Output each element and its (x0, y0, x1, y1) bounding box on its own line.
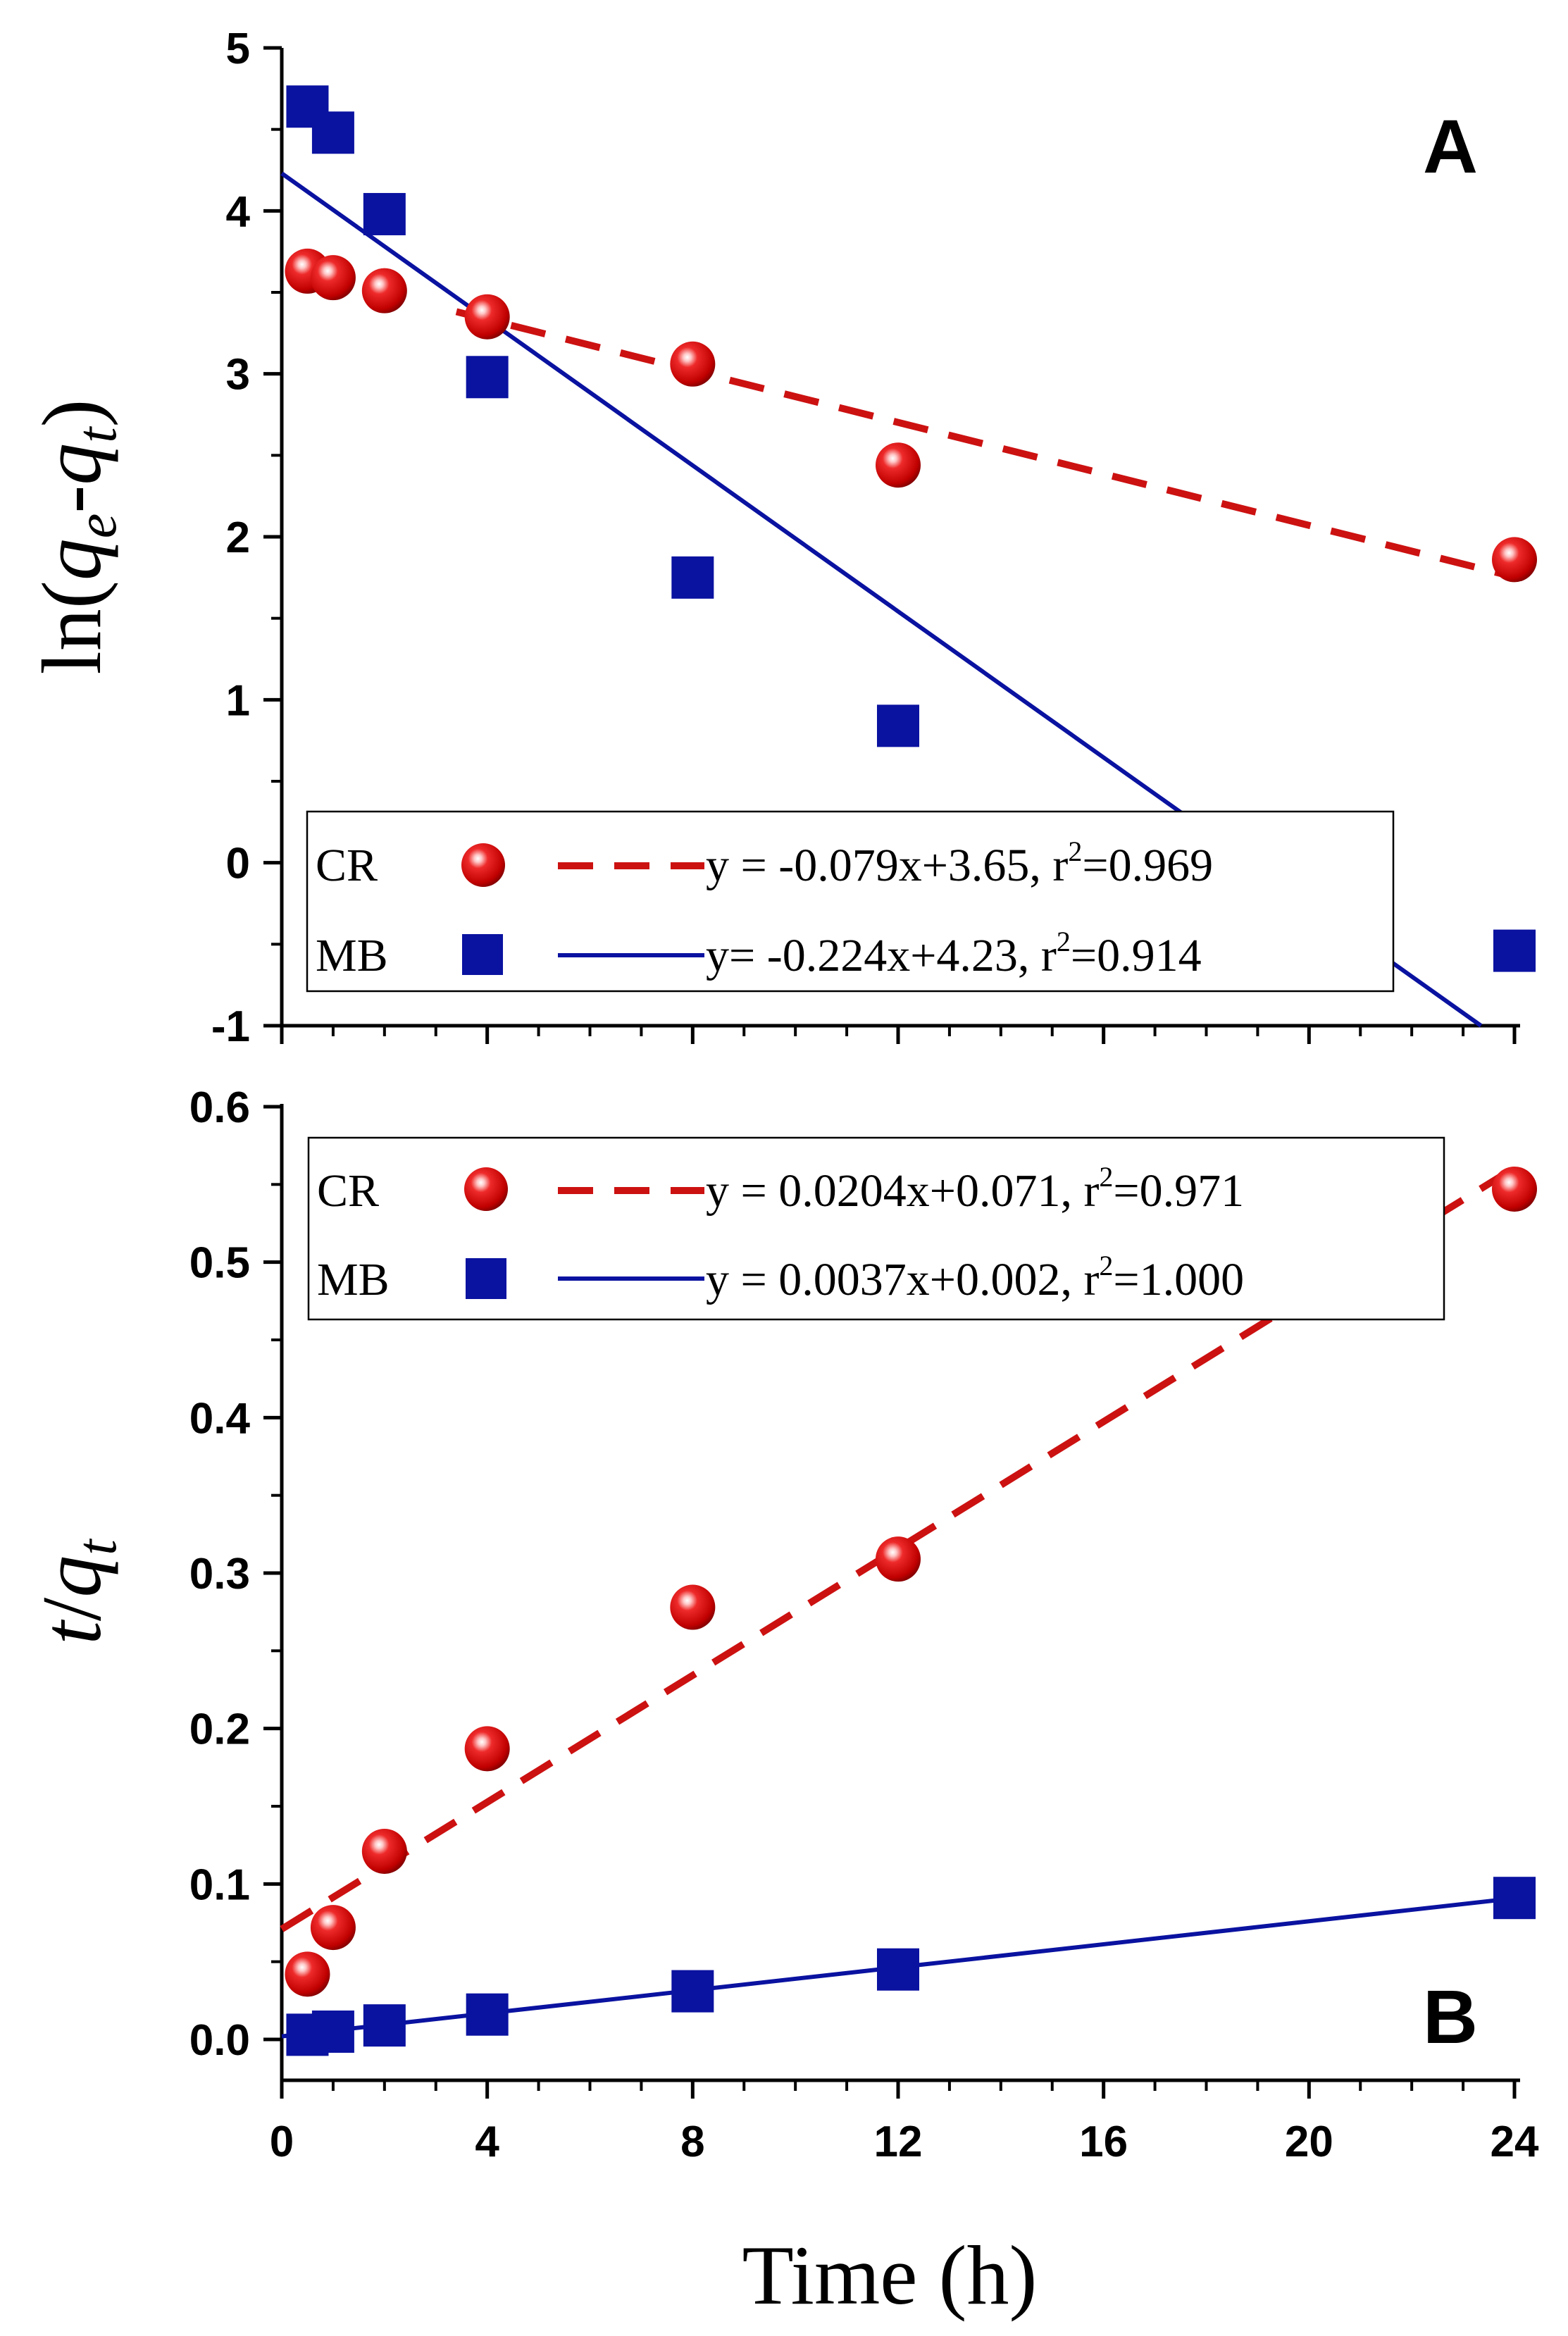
panel-b: 0.0 0.1 0.2 0.3 0.4 0.5 0.6 0 4 8 12 16 20 24 B CR y… (25, 1083, 1539, 2322)
panel-a-ytitle-q2: q (25, 443, 118, 485)
y-tick-label: 2 (226, 514, 250, 562)
legend-b-mb-eq-main: y = 0.0037x+0.002, r (706, 1254, 1099, 1305)
legend-a-mb-eq-sup: 2 (1057, 926, 1071, 957)
legend-a-cr-equation: y = -0.079x+3.65, r2=0.969 (706, 835, 1213, 891)
panel-b-ytitle-q: q (25, 1555, 118, 1598)
data-point-cr (876, 1536, 921, 1582)
y-tick-label: 4 (226, 187, 251, 236)
legend-b-cr-marker (464, 1167, 508, 1211)
legend-a-cr-eq-value: =0.969 (1082, 840, 1213, 891)
panel-a-legend: CR y = -0.079x+3.65, r2=0.969 MB y= -0.2… (306, 810, 1395, 993)
y-tick-label: 0.4 (189, 1394, 251, 1443)
y-tick-label: 0.3 (189, 1550, 250, 1598)
data-point-cr (361, 1828, 407, 1874)
panel-b-legend: CR y = 0.0204x+0.071, r2=0.971 MB y = 0.… (307, 1136, 1445, 1321)
data-point-mb (671, 556, 714, 599)
fit-line-cr (455, 308, 1516, 580)
legend-a-mb-name: MB (316, 930, 388, 981)
data-point-cr (464, 1726, 510, 1772)
data-point-cr (1492, 1166, 1537, 1212)
panel-a-ytitle-dash: - (25, 485, 118, 514)
legend-b-mb-equation: y = 0.0037x+0.002, r2=1.000 (706, 1250, 1244, 1305)
legend-a-mb-marker (462, 934, 503, 975)
data-point-mb (311, 2010, 354, 2053)
data-point-mb (877, 704, 919, 747)
legend-a-mb-eq-value: =0.914 (1071, 930, 1202, 981)
x-tick-label: 0 (270, 2118, 294, 2166)
legend-b-cr-name: CR (317, 1165, 379, 1217)
y-tick-label: 3 (226, 351, 250, 399)
panel-a-ytitle-sub2: t (66, 426, 128, 443)
x-tick-label: 16 (1079, 2118, 1128, 2166)
x-tick-label: 8 (680, 2118, 704, 2166)
data-point-cr (464, 294, 510, 340)
data-point-cr (285, 1951, 330, 1997)
legend-b-cr-eq-value: =0.971 (1113, 1165, 1244, 1217)
data-point-mb (466, 1993, 509, 2036)
panel-b-points (285, 1166, 1537, 2056)
y-tick-label: 0.2 (189, 1706, 250, 1754)
legend-a-cr-marker (461, 843, 505, 887)
data-point-mb (1493, 929, 1536, 972)
legend-b-cr-equation: y = 0.0204x+0.071, r2=0.971 (706, 1161, 1244, 1217)
legend-a-mb-equation: y= -0.224x+4.23, r2=0.914 (706, 926, 1202, 981)
panel-a-x-ticks (280, 1026, 1517, 1044)
legend-b-mb-marker (466, 1258, 506, 1299)
y-tick-label: 0.5 (189, 1239, 250, 1288)
data-point-mb (466, 356, 509, 399)
data-point-mb (363, 2004, 406, 2047)
panel-a-ytitle-suffix: ) (25, 399, 118, 428)
x-tick-label: 12 (874, 2118, 923, 2166)
legend-b-mb-eq-sup: 2 (1099, 1250, 1113, 1281)
y-tick-label: 0 (226, 840, 250, 888)
panel-b-y-ticks: 0.0 0.1 0.2 0.3 0.4 0.5 0.6 (189, 1083, 282, 2065)
data-point-cr (670, 341, 716, 387)
panel-b-y-axis-title: t/qt (25, 1539, 128, 1645)
panel-a-ytitle-sub1: e (66, 514, 128, 539)
legend-a-cr-eq-main: y = -0.079x+3.65, r (706, 840, 1068, 891)
panel-a-ytitle-q1: q (25, 538, 118, 580)
panel-a-label: A (1423, 104, 1478, 189)
x-tick-label: 4 (475, 2118, 499, 2166)
x-tick-label: 20 (1285, 2118, 1333, 2166)
panel-b-ytitle-sub: t (66, 1539, 128, 1555)
x-tick-label: 24 (1491, 2118, 1539, 2166)
legend-b-cr-eq-main: y = 0.0204x+0.071, r (706, 1165, 1099, 1217)
panel-a-y-ticks: -1 0 1 2 3 4 5 (211, 25, 282, 1051)
panel-b-label: B (1423, 1974, 1478, 2059)
data-point-cr (876, 442, 921, 488)
data-point-mb (311, 111, 354, 154)
y-tick-label: 0.0 (189, 2016, 250, 2065)
data-point-cr (310, 255, 356, 301)
data-point-mb (671, 1970, 714, 2013)
data-point-mb (877, 1948, 919, 1991)
legend-a-mb-eq-main: y= -0.224x+4.23, r (706, 930, 1057, 981)
panel-a-y-axis-title: ln(qe-qt) (25, 399, 128, 675)
panel-a-ytitle-prefix: ln( (25, 580, 118, 674)
data-point-cr (670, 1584, 716, 1630)
data-point-mb (1493, 1877, 1536, 1920)
legend-a-cr-name: CR (316, 840, 378, 891)
x-axis-title: Time (h) (742, 2228, 1038, 2322)
data-point-cr (1492, 537, 1537, 583)
panel-b-x-ticks: 0 4 8 12 16 20 24 (270, 2080, 1539, 2166)
data-point-cr (361, 268, 407, 313)
y-tick-label: 0.6 (189, 1083, 250, 1132)
legend-b-mb-name: MB (317, 1254, 390, 1305)
panel-b-ytitle-t: t (25, 1619, 118, 1644)
legend-a-cr-eq-sup: 2 (1068, 835, 1082, 867)
data-point-cr (310, 1905, 356, 1951)
y-tick-label: 5 (226, 25, 250, 73)
data-point-mb (363, 192, 406, 235)
y-tick-label: 0.1 (189, 1860, 250, 1909)
panel-b-ytitle-slash: / (25, 1597, 118, 1621)
legend-b-mb-eq-value: =1.000 (1113, 1254, 1244, 1305)
legend-b-cr-eq-sup: 2 (1099, 1161, 1113, 1193)
y-tick-label: -1 (211, 1002, 250, 1051)
panel-a-points (285, 85, 1537, 972)
y-tick-label: 1 (226, 676, 250, 725)
